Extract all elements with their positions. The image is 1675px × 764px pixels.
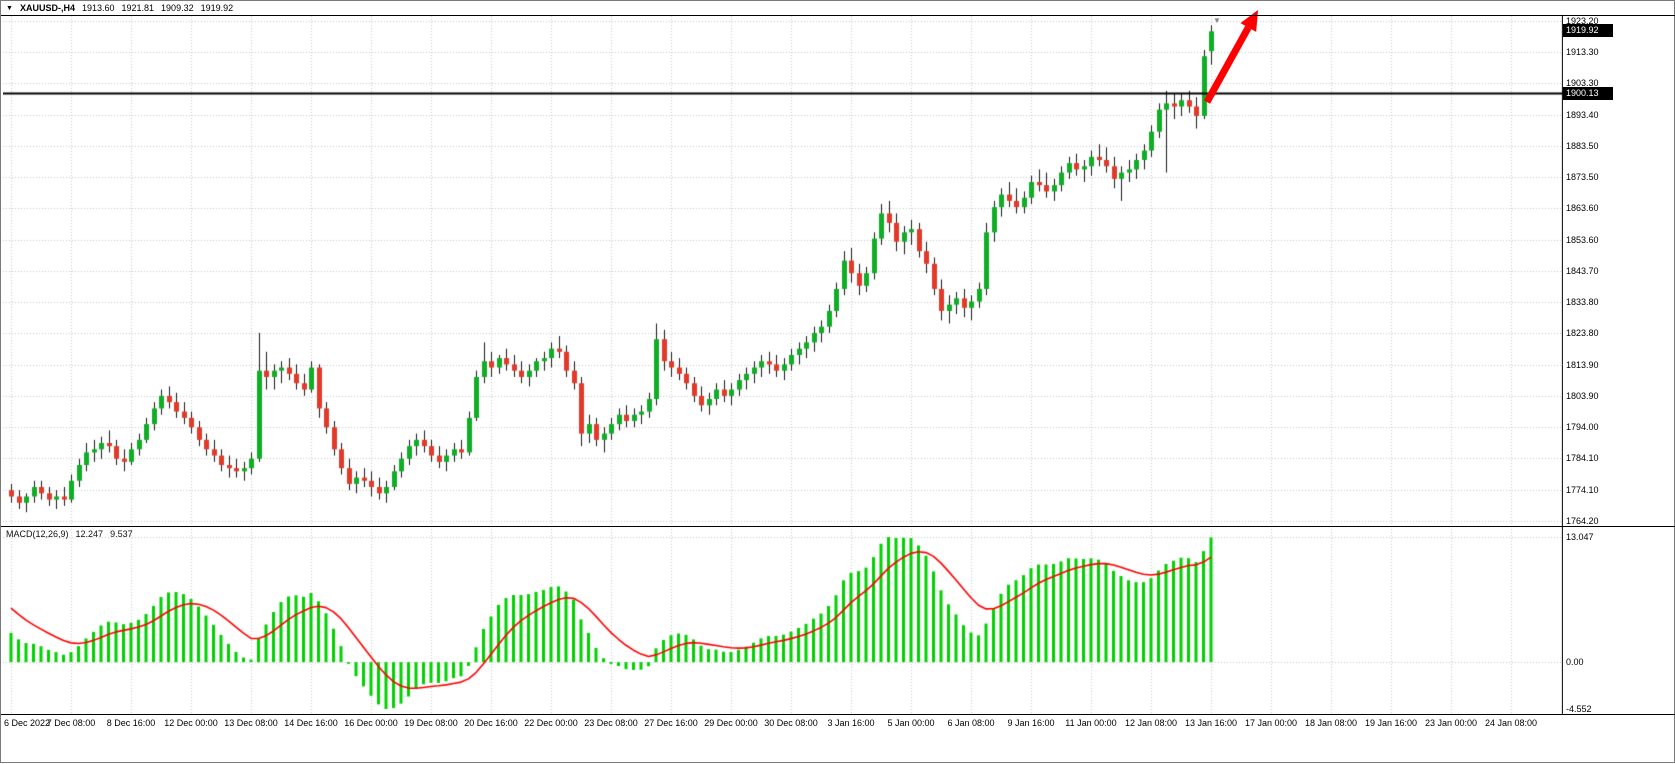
time-axis-label: 23 Jan 00:00 <box>1424 718 1478 728</box>
time-axis-label: 3 Jan 16:00 <box>827 718 875 728</box>
price-axis-label: 1873.50 <box>1566 172 1599 183</box>
indicator-separator[interactable] <box>1 526 1675 527</box>
price-axis-label: 1803.90 <box>1566 391 1599 401</box>
time-axis-label: 19 Jan 16:00 <box>1364 718 1418 728</box>
time-axis-label: 19 Dec 08:00 <box>404 718 458 728</box>
price-axis-label: 1913.30 <box>1566 47 1599 58</box>
time-axis-label: 7 Dec 08:00 <box>46 718 96 728</box>
time-axis-label: 13 Jan 16:00 <box>1184 718 1238 728</box>
low-value: 1909.32 <box>161 3 194 13</box>
current-price-value: 1919.92 <box>1566 25 1599 36</box>
price-axis-label: 1833.80 <box>1566 297 1599 308</box>
price-axis-label: 1923.20 <box>1566 16 1599 26</box>
price-axis-label: 1893.40 <box>1566 109 1599 120</box>
macd-scale-min: -4.552 <box>1566 704 1592 714</box>
price-axis-label: 1813.90 <box>1566 359 1599 370</box>
price-axis-label: 1843.70 <box>1566 266 1599 276</box>
chart-shift-marker-icon[interactable]: ▼ <box>1213 16 1221 25</box>
price-axis-label: 1853.60 <box>1566 234 1599 245</box>
time-axis-label: 8 Dec 16:00 <box>106 718 156 728</box>
close-value: 1919.92 <box>200 3 234 13</box>
time-axis-label: 11 Jan 00:00 <box>1065 718 1117 728</box>
open-value: 1913.60 <box>81 3 115 13</box>
time-axis-label: 16 Dec 00:00 <box>344 718 398 728</box>
time-axis-label: 12 Dec 00:00 <box>164 718 218 728</box>
time-axis-label: 24 Jan 08:00 <box>1484 718 1538 728</box>
hline-price-value: 1900.13 <box>1566 87 1599 98</box>
macd-main-value: 12.247 <box>75 529 104 539</box>
time-axis-label: 22 Dec 00:00 <box>524 718 578 728</box>
high-value: 1921.81 <box>121 3 155 13</box>
macd-scale-zero: 0.00 <box>1566 657 1584 668</box>
price-axis-label: 1794.00 <box>1566 422 1599 433</box>
macd-name-label: MACD(12,26,9) <box>6 529 69 539</box>
time-axis-label: 17 Jan 00:00 <box>1244 718 1298 728</box>
time-axis[interactable]: 6 Dec 2022 7 Dec 08:00 8 Dec 16:00 12 Dec 0… <box>1 715 1675 741</box>
time-axis-label: 12 Jan 08:00 <box>1124 718 1178 728</box>
price-axis-label: 1903.30 <box>1566 78 1599 89</box>
time-axis-label: 18 Jan 08:00 <box>1304 718 1358 728</box>
macd-signal-value: 9.537 <box>110 529 133 539</box>
time-axis-label: 23 Dec 08:00 <box>584 718 638 728</box>
price-axis-label: 1823.80 <box>1566 328 1599 339</box>
chart-header: ▼ XAUUSD-,H4 1913.60 1921.81 1909.32 191… <box>6 2 233 14</box>
current-price-tag: 1919.92 <box>1563 24 1613 38</box>
symbol-dropdown-icon[interactable]: ▼ <box>6 4 13 12</box>
price-axis-label: 1764.20 <box>1566 516 1599 526</box>
price-chart-canvas[interactable] <box>3 3 1563 715</box>
chart-top-border <box>1 15 1675 16</box>
time-axis-label: 30 Dec 08:00 <box>764 718 818 728</box>
symbol-timeframe-label: XAUUSD-,H4 <box>19 3 75 13</box>
time-axis-label: 9 Jan 16:00 <box>1007 718 1055 728</box>
price-axis[interactable]: 1919.92 1900.13 1923.20 1913.30 1903.30 189… <box>1563 1 1675 764</box>
time-axis-label: 27 Dec 16:00 <box>644 718 698 728</box>
time-axis-label: 29 Dec 00:00 <box>704 718 758 728</box>
time-axis-label: 13 Dec 08:00 <box>224 718 278 728</box>
macd-scale-max: 13.047 <box>1566 532 1594 542</box>
price-axis-label: 1863.60 <box>1566 203 1599 214</box>
hline-price-tag[interactable]: 1900.13 <box>1563 86 1613 100</box>
time-axis-label: 14 Dec 16:00 <box>284 718 338 728</box>
time-axis-label: 6 Dec 2022 <box>4 718 51 728</box>
chart-bottom-border <box>1 714 1675 715</box>
price-axis-label: 1784.10 <box>1566 453 1599 464</box>
time-axis-label: 20 Dec 16:00 <box>464 718 518 728</box>
time-axis-label: 5 Jan 00:00 <box>887 718 935 728</box>
time-axis-label: 6 Jan 08:00 <box>947 718 995 728</box>
price-axis-label: 1883.50 <box>1566 141 1599 151</box>
macd-indicator-label: MACD(12,26,9) 12.247 9.537 <box>6 529 133 539</box>
price-axis-label: 1774.10 <box>1566 484 1599 495</box>
